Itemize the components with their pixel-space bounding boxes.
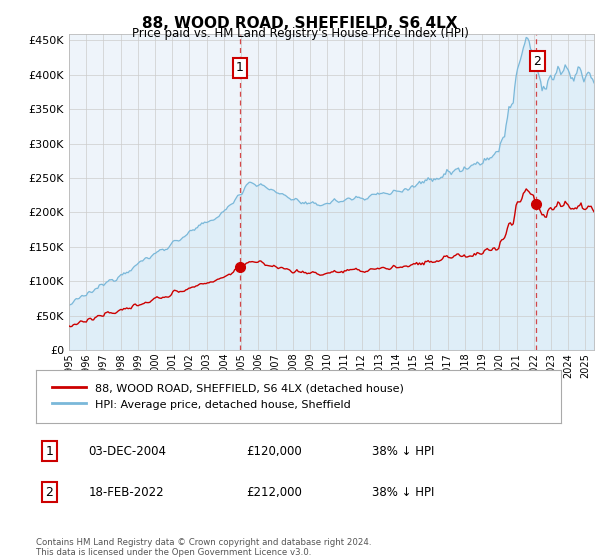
Text: 88, WOOD ROAD, SHEFFIELD, S6 4LX: 88, WOOD ROAD, SHEFFIELD, S6 4LX [142,16,458,31]
Text: Contains HM Land Registry data © Crown copyright and database right 2024.
This d: Contains HM Land Registry data © Crown c… [36,538,371,557]
Text: 03-DEC-2004: 03-DEC-2004 [89,445,167,458]
Text: £212,000: £212,000 [246,486,302,498]
Text: 1: 1 [45,445,53,458]
Text: 18-FEB-2022: 18-FEB-2022 [89,486,164,498]
Legend: 88, WOOD ROAD, SHEFFIELD, S6 4LX (detached house), HPI: Average price, detached : 88, WOOD ROAD, SHEFFIELD, S6 4LX (detach… [47,377,409,416]
Text: 2: 2 [533,55,541,68]
Text: 38% ↓ HPI: 38% ↓ HPI [372,486,434,498]
Text: 38% ↓ HPI: 38% ↓ HPI [372,445,434,458]
Text: 1: 1 [236,62,244,74]
Text: £120,000: £120,000 [246,445,302,458]
Text: Price paid vs. HM Land Registry's House Price Index (HPI): Price paid vs. HM Land Registry's House … [131,27,469,40]
Text: 2: 2 [45,486,53,498]
